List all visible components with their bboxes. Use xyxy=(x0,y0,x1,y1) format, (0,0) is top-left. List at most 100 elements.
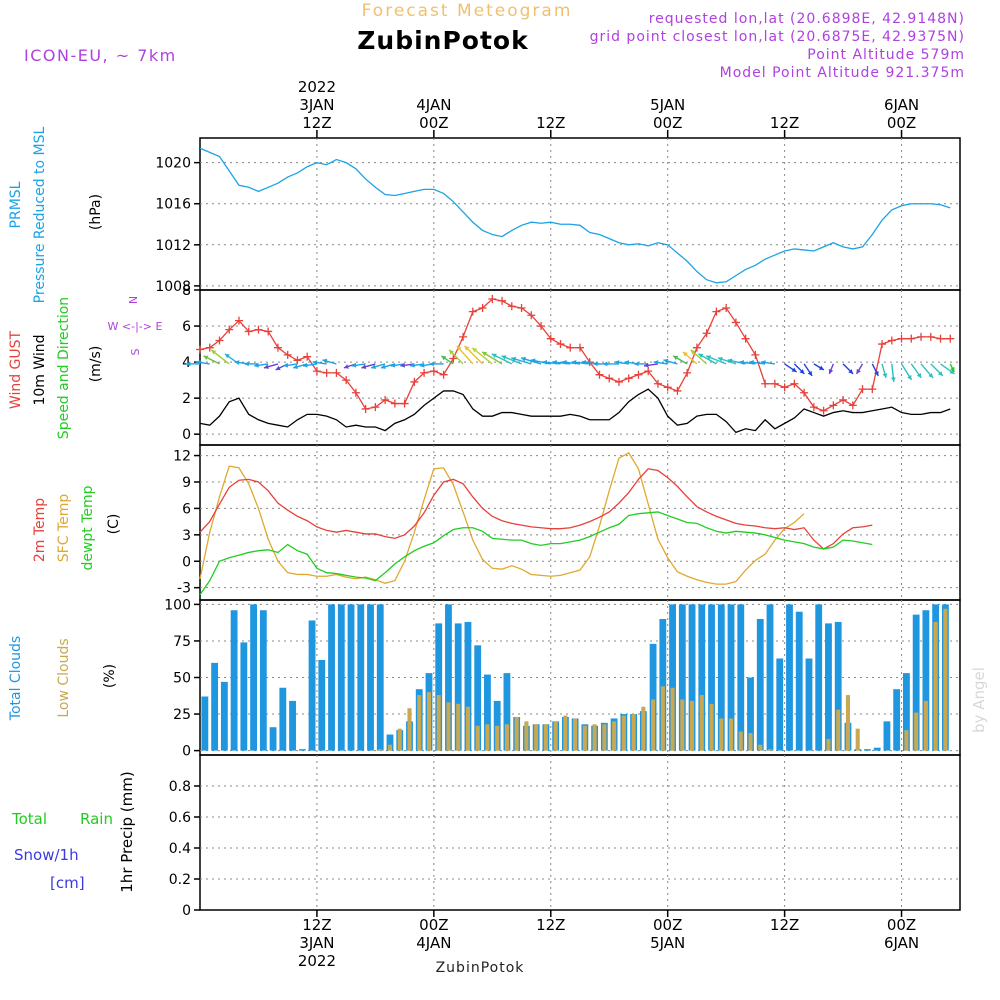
sfc-temp-line xyxy=(199,452,805,585)
wind-label: 10m Wind xyxy=(32,334,48,405)
wind-arrow xyxy=(464,345,484,365)
x-tick-label-top: 3JAN xyxy=(299,96,334,114)
gust-marker xyxy=(517,304,526,313)
wind-arrow-head xyxy=(464,345,470,351)
total-cloud-bar xyxy=(250,604,257,751)
wind-arrow xyxy=(717,357,737,365)
total-cloud-bar xyxy=(337,604,345,751)
total-cloud-bar xyxy=(834,621,842,751)
wind-arrow-head xyxy=(706,355,712,360)
wind-arrow-head xyxy=(530,358,536,364)
gust-marker xyxy=(303,352,312,361)
wind-arrow xyxy=(195,360,210,365)
panel-frame-temperature xyxy=(199,444,961,601)
wind-arrow xyxy=(920,363,934,379)
y-tick-label: 0.2 xyxy=(169,872,191,888)
temp-2m-label: 2m Temp xyxy=(32,498,48,562)
low-cloud-bar xyxy=(651,699,656,751)
gust-marker xyxy=(780,383,789,392)
wind-arrow-head xyxy=(562,359,567,365)
total-cloud-bar xyxy=(815,604,823,751)
total-clouds-label: Total Clouds xyxy=(8,636,24,721)
gust-marker xyxy=(488,295,497,304)
wind-arrow xyxy=(312,360,327,365)
wind-arrow-head xyxy=(400,362,406,368)
wind-arrow-head xyxy=(848,369,854,374)
wind-arrow xyxy=(890,363,896,382)
total-cloud-bar xyxy=(328,604,335,751)
wind-arrow xyxy=(552,359,571,365)
total-cloud-bar xyxy=(669,604,676,751)
y-tick-label: -3 xyxy=(177,581,191,597)
wind-arrow xyxy=(561,359,581,365)
wind-arrow xyxy=(351,362,366,368)
compass-we: W <-|-> E xyxy=(108,320,163,333)
low-cloud-bar xyxy=(417,695,422,751)
gust-marker xyxy=(537,322,546,331)
low-cloud-bar xyxy=(738,731,743,751)
credit: by Angel xyxy=(970,667,988,733)
total-cloud-bar xyxy=(474,645,482,751)
total-cloud-bar xyxy=(289,700,296,751)
low-cloud-bar xyxy=(728,718,734,751)
gust-marker xyxy=(829,401,838,410)
gust-marker xyxy=(809,403,818,412)
gust-marker xyxy=(468,307,477,316)
low-cloud-bar xyxy=(582,725,587,751)
gust-marker xyxy=(887,336,896,345)
y-tick-label: 50 xyxy=(173,671,191,687)
low-cloud-bar xyxy=(387,744,393,751)
total-cloud-bar xyxy=(649,643,657,751)
wind-dir-label: Speed and Direction xyxy=(56,297,72,439)
wind-arrow-head xyxy=(521,356,526,362)
x-tick-label-top: 00Z xyxy=(419,114,448,132)
gust-marker xyxy=(595,370,604,379)
wind-arrow-head xyxy=(312,360,318,365)
wind-arrow-head xyxy=(698,353,704,359)
low-cloud-bar xyxy=(748,733,753,751)
x-tick-label-top: 00Z xyxy=(653,114,682,132)
gust-marker xyxy=(897,334,906,343)
y-tick-label: 0.6 xyxy=(169,810,191,826)
gust-marker xyxy=(819,406,828,415)
y-tick-label: 0 xyxy=(182,744,191,760)
wind-arrow-head xyxy=(727,358,733,364)
wind-arrow-head xyxy=(624,360,630,365)
gust-marker xyxy=(429,367,438,376)
wind-arrow-head xyxy=(760,360,766,365)
gust-marker xyxy=(702,329,711,338)
wind-arrow xyxy=(429,361,444,367)
x-tick-label-bottom: 12Z xyxy=(770,916,799,934)
dewpt-label: dewpt Temp xyxy=(80,485,96,570)
wind-arrow-head xyxy=(234,360,240,365)
y-tick-label: 1016 xyxy=(155,197,191,213)
x-tick-label-top: 12Z xyxy=(302,114,331,132)
wind-arrow xyxy=(910,363,922,379)
total-cloud-bar xyxy=(903,673,910,751)
wind-arrow-head xyxy=(749,360,754,365)
x-tick-label-bottom: 4JAN xyxy=(416,934,451,952)
wind-arrow xyxy=(283,362,298,368)
wind-arrow-head xyxy=(682,351,688,357)
compass-south: S xyxy=(129,348,142,355)
gust-marker xyxy=(800,388,809,397)
y-tick-label: 1008 xyxy=(155,279,191,295)
gust-marker xyxy=(273,343,282,352)
gust-marker xyxy=(858,385,867,394)
wind-arrow-head xyxy=(653,360,659,365)
wind-arrow-head xyxy=(472,347,478,353)
gust-marker xyxy=(848,401,857,410)
total-cloud-bar xyxy=(367,604,374,751)
wind-arrow-head xyxy=(916,372,922,378)
wind-arrow-head xyxy=(361,364,367,369)
total-cloud-bar xyxy=(727,604,735,751)
x-tick-label-bottom: 00Z xyxy=(419,916,448,934)
low-cloud-bar xyxy=(485,724,490,751)
wind-arrow-head xyxy=(890,377,896,382)
low-cloud-bar xyxy=(495,725,500,751)
total-cloud-bar xyxy=(308,620,316,751)
wind-arrow xyxy=(186,361,200,367)
dewpt-line xyxy=(199,511,873,596)
low-cloud-bar xyxy=(836,709,841,751)
